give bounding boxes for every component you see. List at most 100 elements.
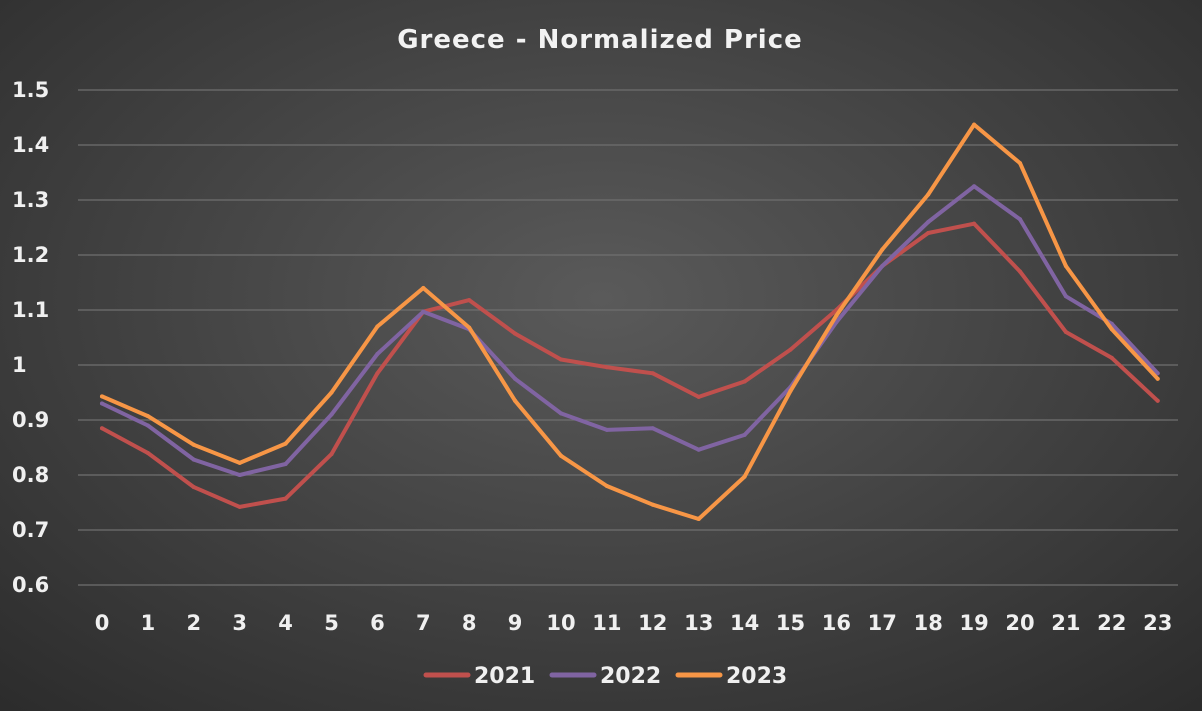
x-tick-label: 19 <box>959 611 988 635</box>
data-point <box>604 484 609 488</box>
x-tick-label: 18 <box>914 611 943 635</box>
y-tick-label: 0.8 <box>12 463 49 487</box>
legend-label: 2023 <box>726 664 787 689</box>
y-axis: 0.6 0.7 0.8 0.9 1 1.1 1.2 1.3 1.4 1.5 <box>12 78 49 597</box>
data-point <box>467 298 472 303</box>
data-point <box>880 264 885 268</box>
x-tick-label: 21 <box>1051 611 1080 635</box>
data-point <box>650 502 655 507</box>
data-point <box>1018 269 1022 274</box>
x-tick-label: 12 <box>638 611 667 635</box>
data-point <box>880 247 885 252</box>
y-tick-label: 1.1 <box>12 298 49 322</box>
x-tick-label: 16 <box>822 611 851 635</box>
data-point <box>559 453 563 458</box>
data-point <box>1109 355 1114 360</box>
data-point <box>237 460 242 465</box>
y-tick-label: 1.3 <box>12 188 49 212</box>
data-point <box>742 379 747 384</box>
data-point <box>1155 371 1160 376</box>
legend-item-2021: 2021 <box>423 664 535 689</box>
series-lines <box>100 122 1160 521</box>
x-tick-label: 1 <box>141 611 156 635</box>
x-tick-label: 13 <box>684 611 713 635</box>
data-point <box>329 390 334 395</box>
x-tick-label: 14 <box>730 611 759 635</box>
data-point <box>375 324 380 329</box>
y-tick-label: 1.4 <box>12 133 49 157</box>
series-line-2023 <box>100 122 1160 521</box>
x-tick-label: 17 <box>868 611 897 635</box>
x-tick-label: 0 <box>95 611 110 635</box>
y-tick-label: 0.7 <box>12 518 49 542</box>
data-point <box>559 411 563 416</box>
data-point <box>191 442 196 447</box>
x-tick-label: 11 <box>592 611 621 635</box>
x-tick-label: 7 <box>416 611 431 635</box>
x-tick-label: 4 <box>278 611 293 635</box>
data-point <box>1018 161 1022 166</box>
data-point <box>650 371 655 376</box>
x-tick-label: 3 <box>232 611 247 635</box>
data-point <box>513 331 518 336</box>
y-tick-label: 0.9 <box>12 408 49 432</box>
data-point <box>191 457 196 462</box>
data-point <box>926 192 931 197</box>
data-point <box>421 286 426 290</box>
data-point <box>283 462 288 466</box>
data-point <box>834 313 839 318</box>
x-tick-label: 22 <box>1097 611 1126 635</box>
x-tick-label: 15 <box>776 611 805 635</box>
data-point <box>972 221 977 226</box>
data-point <box>604 365 609 370</box>
legend-item-2023: 2023 <box>675 664 787 689</box>
data-point <box>742 432 747 437</box>
y-tick-label: 1 <box>12 353 27 377</box>
legend: 2021 2022 2023 <box>423 664 787 689</box>
data-point <box>513 376 518 381</box>
chart-title: Greece - Normalized Price <box>397 25 803 55</box>
data-point <box>1063 264 1068 268</box>
data-point <box>145 451 150 455</box>
data-point <box>191 485 196 490</box>
data-point <box>1063 294 1068 299</box>
data-point <box>375 371 380 376</box>
x-tick-label: 9 <box>508 611 523 635</box>
data-point <box>696 447 701 452</box>
x-tick-label: 10 <box>546 611 575 635</box>
x-tick-label: 6 <box>370 611 385 635</box>
data-point <box>100 394 104 399</box>
data-point <box>283 441 288 446</box>
data-point <box>329 452 334 457</box>
data-point <box>604 427 609 432</box>
data-point <box>513 398 518 403</box>
x-tick-label: 23 <box>1143 611 1172 635</box>
data-point <box>972 184 977 189</box>
y-tick-label: 0.6 <box>12 573 49 597</box>
legend-item-2022: 2022 <box>549 664 661 689</box>
data-point <box>696 517 701 521</box>
data-point <box>1155 398 1160 403</box>
data-point <box>788 388 793 393</box>
legend-label: 2022 <box>600 664 661 689</box>
data-point <box>1109 327 1114 332</box>
data-point <box>972 122 977 127</box>
data-point <box>237 504 242 509</box>
data-point <box>834 320 839 325</box>
data-point <box>650 426 655 431</box>
x-axis: 0 1 2 3 4 5 6 7 8 9 10 11 12 13 14 15 16 17 18 19 20 21 22 23 <box>95 611 1173 635</box>
data-point <box>559 357 563 362</box>
data-point <box>1063 330 1068 334</box>
data-point <box>467 325 472 330</box>
x-tick-label: 20 <box>1005 611 1034 635</box>
x-tick-label: 8 <box>462 611 477 635</box>
data-point <box>237 473 242 477</box>
data-point <box>145 414 150 419</box>
data-point <box>1018 217 1022 222</box>
x-tick-label: 5 <box>324 611 339 635</box>
data-point <box>742 474 747 479</box>
y-tick-label: 1.2 <box>12 243 49 267</box>
data-point <box>788 347 793 352</box>
